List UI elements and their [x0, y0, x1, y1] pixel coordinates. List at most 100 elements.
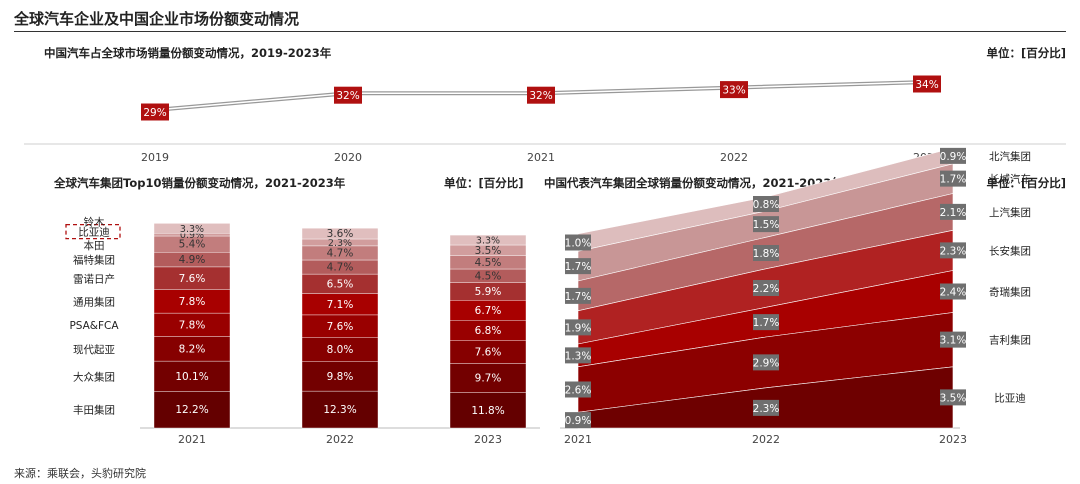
- bar-legend-label: 现代起亚: [73, 344, 115, 356]
- bar-value-label: 3.3%: [476, 236, 500, 247]
- area-value-label: 1.7%: [565, 291, 592, 303]
- bar-value-label: 2.3%: [328, 238, 352, 249]
- line-point-label: 32%: [336, 90, 359, 102]
- area-value-label-bg: [565, 287, 591, 304]
- bar-segment: [153, 391, 231, 429]
- bar-segment: [301, 361, 379, 392]
- area-value-label-bg: [565, 319, 591, 336]
- line-point-label: 34%: [915, 79, 938, 91]
- line-point-label-bg: [334, 86, 362, 104]
- area-value-label-bg: [940, 331, 966, 348]
- bar-legend-label: 通用集团: [73, 295, 115, 308]
- area-value-label-bg: [565, 412, 591, 429]
- bar-value-label: 4.7%: [327, 262, 354, 274]
- area-value-label: 1.8%: [753, 248, 780, 260]
- area-chart-unit: 单位：[百分比]: [986, 176, 1066, 190]
- line-point-label: 33%: [722, 85, 745, 97]
- area-value-label-bg: [753, 354, 779, 371]
- area-value-label: 1.7%: [753, 317, 780, 329]
- area-value-label-bg: [753, 216, 779, 233]
- bar-value-label: 0.9%: [180, 230, 204, 241]
- area-value-label: 2.2%: [753, 283, 780, 295]
- area-value-label-bg: [753, 245, 779, 261]
- area-value-label-bg: [940, 242, 966, 259]
- bar-value-label: 5.4%: [179, 239, 206, 251]
- line-x-tick-label: 2021: [527, 151, 555, 164]
- area-x-tick-label: 2022: [752, 433, 780, 446]
- area-legend-label: 奇瑞集团: [989, 286, 1031, 299]
- area-value-label: 2.3%: [940, 245, 967, 257]
- area-value-label: 1.0%: [565, 238, 592, 250]
- bar-value-label: 4.5%: [475, 257, 502, 269]
- bar-value-label: 4.7%: [327, 247, 354, 259]
- title-divider: [14, 31, 1066, 32]
- bar-legend-label: 本田: [84, 239, 105, 252]
- area-value-label-bg: [940, 203, 966, 220]
- bar-x-tick-label: 2021: [178, 433, 206, 446]
- area-legend-label: 北汽集团: [989, 150, 1031, 163]
- bar-x-tick-label: 2022: [326, 433, 354, 446]
- bar-value-label: 3.5%: [475, 245, 502, 257]
- area-x-tick-label: 2023: [939, 433, 967, 446]
- area-value-label-bg: [940, 170, 966, 187]
- bar-value-label: 9.7%: [475, 373, 502, 385]
- bar-value-label: 12.3%: [323, 404, 356, 416]
- area-value-label: 1.3%: [565, 350, 592, 362]
- area-value-label: 2.1%: [940, 207, 967, 219]
- bar-value-label: 4.5%: [475, 270, 502, 282]
- area-value-label-bg: [940, 147, 966, 164]
- area-value-label-bg: [565, 234, 591, 251]
- area-value-label: 1.7%: [940, 174, 967, 186]
- area-value-label: 0.9%: [565, 415, 592, 427]
- source-note: 来源：乘联会，头豹研究院: [14, 467, 146, 480]
- bar-segment: [153, 336, 231, 362]
- area-value-label: 0.8%: [753, 199, 780, 211]
- bar-legend-label: 丰田集团: [73, 404, 115, 417]
- bar-value-label: 3.6%: [327, 228, 354, 240]
- area-value-label-bg: [940, 283, 966, 300]
- area-value-label-bg: [753, 196, 779, 212]
- bar-value-label: 7.8%: [179, 319, 206, 331]
- bar-segment: [153, 223, 231, 234]
- line-x-tick-label: 2022: [720, 151, 748, 164]
- line-point-label: 32%: [529, 90, 552, 102]
- line-x-tick-label: 2019: [141, 151, 169, 164]
- bar-value-label: 7.6%: [475, 347, 502, 359]
- area-value-label-bg: [565, 258, 591, 275]
- bar-x-tick-label: 2023: [474, 433, 502, 446]
- line-point-label-bg: [141, 103, 169, 121]
- area-value-label-bg: [565, 347, 591, 364]
- bar-segment: [449, 363, 527, 393]
- bar-chart-unit: 单位：[百分比]: [444, 176, 524, 190]
- area-value-label: 0.9%: [940, 151, 967, 163]
- area-x-tick-label: 2021: [564, 433, 592, 446]
- bar-legend-label: 铃木: [84, 215, 105, 228]
- area-value-label: 2.9%: [753, 357, 780, 369]
- bar-segment: [301, 390, 379, 429]
- bar-chart-title: 全球汽车集团Top10销量份额变动情况，2021-2023年: [54, 176, 346, 190]
- bar-value-label: 12.2%: [175, 404, 208, 416]
- bar-value-label: 8.2%: [179, 343, 206, 355]
- bar-value-label: 5.9%: [475, 286, 502, 298]
- line-point-label: 29%: [143, 107, 166, 119]
- bar-value-label: 3.3%: [180, 224, 204, 235]
- line-x-tick-label: 2020: [334, 151, 362, 164]
- area-value-label: 2.4%: [940, 287, 967, 299]
- bar-legend-label: 雷诺日产: [73, 272, 115, 285]
- line-point-label-bg: [913, 75, 941, 93]
- line-point-label-bg: [527, 86, 555, 104]
- bar-value-label: 4.9%: [179, 254, 206, 266]
- area-legend-label: 比亚迪: [994, 391, 1026, 404]
- area-chart-title: 中国代表汽车集团全球销量份额变动情况，2021-2023年: [544, 176, 843, 190]
- line-chart-unit: 单位：[百分比]: [986, 46, 1066, 60]
- bar-value-label: 6.5%: [327, 278, 354, 290]
- bar-value-label: 10.1%: [175, 371, 208, 383]
- bar-value-label: 7.6%: [179, 273, 206, 285]
- bar-value-label: 7.8%: [179, 296, 206, 308]
- area-value-label-bg: [565, 381, 591, 398]
- area-value-label: 1.7%: [565, 261, 592, 273]
- bar-value-label: 9.8%: [327, 371, 354, 383]
- bar-legend-label: 比亚迪: [78, 226, 110, 239]
- page-title: 全球汽车企业及中国企业市场份额变动情况: [14, 10, 300, 28]
